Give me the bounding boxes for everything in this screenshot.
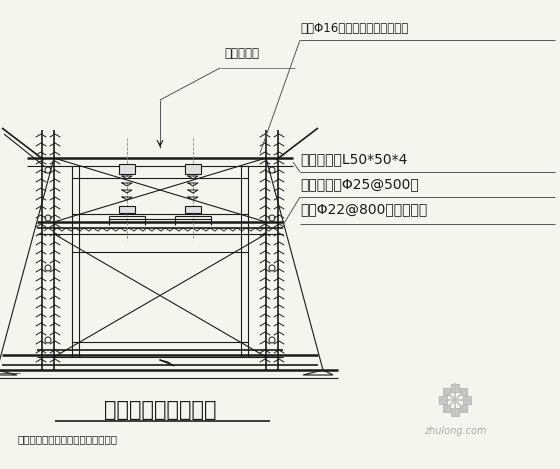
Text: 无误后将螺栓与下面钢筋焊接牢固。: 无误后将螺栓与下面钢筋焊接牢固。 [18, 434, 118, 444]
Bar [119, 164, 135, 174]
Bar [185, 206, 201, 213]
Text: 斜撑Φ22@800（四边同）: 斜撑Φ22@800（四边同） [300, 202, 427, 216]
Text: 夹螺杆角钢L50*50*4: 夹螺杆角钢L50*50*4 [300, 152, 407, 166]
Text: 线架Φ16，高度为螺顶施工标高: 线架Φ16，高度为螺顶施工标高 [300, 22, 408, 35]
Text: zhulong.com: zhulong.com [424, 426, 486, 436]
Bar [185, 164, 201, 174]
Text: 立杆、平杆Φ25@500，: 立杆、平杆Φ25@500， [300, 177, 419, 191]
Text: 单组螺栓安装示意图: 单组螺栓安装示意图 [104, 400, 216, 420]
Text: 螺丝中心线: 螺丝中心线 [224, 47, 259, 60]
Bar [119, 206, 135, 213]
